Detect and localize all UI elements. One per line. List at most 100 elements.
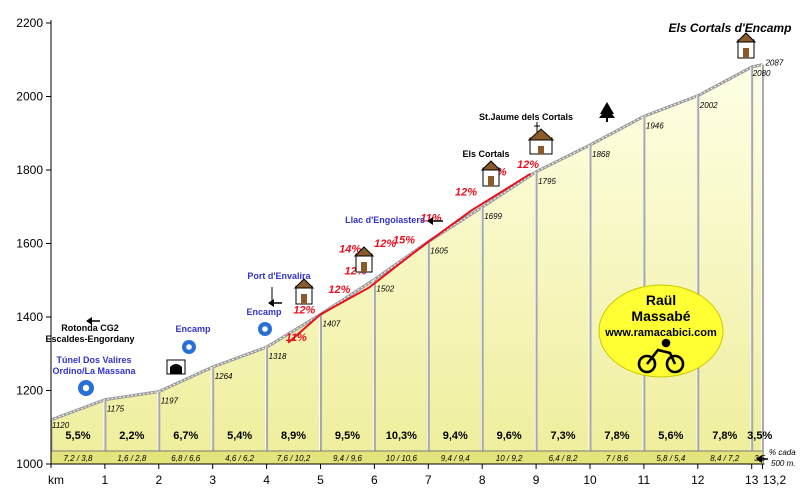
x-tick-label: 4 [263,473,270,487]
altitude-label: 1264 [215,372,233,381]
segment-grade: 5,6% [658,430,683,442]
segment-grade: 2,2% [119,430,144,442]
steep-section-label: 15% [393,235,415,247]
tree-icon [599,102,615,122]
y-tick-label: 1200 [16,384,43,398]
roundabout-icon [258,322,272,336]
altitude-label: 1197 [161,397,179,406]
altitude-label: 2087 [764,59,783,68]
x-tick-label: 1 [102,473,109,487]
segment-subgrade: 9,4 / 9,6 [333,454,362,463]
segment-grade: 3,5% [747,430,772,442]
place-escaldes: Escaldes-Engordany [45,334,134,344]
altitude-label: 1120 [52,421,70,430]
subgrade-band [51,451,763,464]
steep-section-label: 14% [339,244,361,256]
x-tick-label: 6 [371,473,378,487]
segment-grade: 7,8% [604,430,629,442]
arrow-left-icon [756,455,768,463]
steep-section-label: 12% [293,304,315,316]
segment-subgrade: 6,4 / 8,2 [549,454,578,463]
house-icon [353,246,375,273]
place-labels: Rotonda CG2 Escaldes-Engordany Túnel Dos… [45,112,573,396]
profile-area [51,64,763,464]
altitude-label: 1318 [269,352,287,361]
subgrade-note-2: 500 m. [771,459,795,468]
altitude-label: 1946 [646,121,664,130]
y-tick-label: 1000 [16,457,43,471]
subgrade-note-1: % cada [769,448,796,457]
arrow-left-icon [427,217,443,225]
place-els-cortals: Els Cortals [462,149,509,159]
altitude-label: 1175 [107,405,125,414]
x-tick-label: 5 [317,473,324,487]
place-rotonda: Rotonda CG2 [61,323,119,333]
segment-grade: 9,6% [497,430,522,442]
altitude-label: 1868 [592,150,610,159]
segment-grade: 8,9% [281,430,306,442]
x-axis-label: km [48,473,64,487]
segment-subgrade: 1,6 / 2,8 [117,454,146,463]
segment-subgrade: 10 / 10,6 [386,454,418,463]
y-tick-label: 1800 [16,163,43,177]
y-tick-label: 1400 [16,310,43,324]
segment-subgrade: 6,8 / 6,6 [171,454,200,463]
steep-section-label: 12% [455,187,477,199]
segment-subgrade: 10 / 9,2 [496,454,523,463]
steep-section-label: 12% [517,159,539,171]
y-tick-label: 1600 [16,237,43,251]
house-icon [735,32,757,59]
tunnel-icon [166,359,186,375]
segment-subgrade: 7,6 / 10,2 [277,454,311,463]
x-tick-label: 11 [638,473,651,487]
roundabout-icon [182,340,196,354]
segment-grade: 10,3% [386,430,417,442]
chart-title: Els Cortals d'Encamp [669,21,792,35]
steep-section-label: 12% [328,284,350,296]
roundabout-icon [78,380,94,396]
segment-grade: 5,5% [65,430,90,442]
altitude-label: 1795 [538,177,556,186]
x-tick-label: 13 [745,473,759,487]
x-tick-label: 8 [479,473,486,487]
segment-subgrade: 8,4 / 7,2 [710,454,739,463]
x-tick-label: 2 [155,473,162,487]
altitude-label: 2002 [699,101,718,110]
place-tunel: Túnel Dos Valires [56,355,131,365]
steep-section-label: 12% [374,238,396,250]
logo-site: www.ramacabici.com [604,327,717,339]
segment-grade: 7,8% [712,430,737,442]
segment-grade: 5,4% [227,430,252,442]
logo-name-1: Raül [646,292,676,308]
place-port-envalira: Port d'Envalira [247,271,311,281]
segment-grade: 6,7% [173,430,198,442]
place-st-jaume: St.Jaume dels Cortals [479,112,573,122]
altitude-label: 1605 [430,247,448,256]
altitude-label: 1699 [484,212,502,221]
x-tick-label: 7 [425,473,432,487]
segment-subgrade: 5,8 / 5,4 [656,454,685,463]
segment-subgrade: 7 / 8,6 [606,454,629,463]
altitude-label: 1407 [323,319,341,328]
x-tick-label: 12 [691,473,705,487]
segment-subgrade: 4,6 / 6,2 [225,454,254,463]
altitude-label: 2080 [752,69,771,78]
segment-subgrade: 9,4 / 9,4 [441,454,470,463]
x-tick-label: 13,2 [763,473,787,487]
y-tick-label: 2200 [16,16,43,30]
x-tick-label: 3 [209,473,216,487]
segment-grade: 9,5% [335,430,360,442]
cyclist-icon [637,338,685,374]
place-encamp-1: Encamp [175,324,211,334]
church-icon [527,122,555,155]
place-ordino: Ordino/La Massana [52,366,136,376]
author-logo: Raül Massabé www.ramacabici.com [598,284,724,378]
house-icon [293,278,315,305]
altitude-label: 1502 [376,285,394,294]
x-tick-label: 10 [583,473,597,487]
segment-subgrade: 7,2 / 3,8 [63,454,92,463]
y-tick-label: 2000 [16,90,43,104]
x-tick-label: 9 [533,473,540,487]
place-llac-engolasters: Llac d'Engolasters [345,215,425,225]
